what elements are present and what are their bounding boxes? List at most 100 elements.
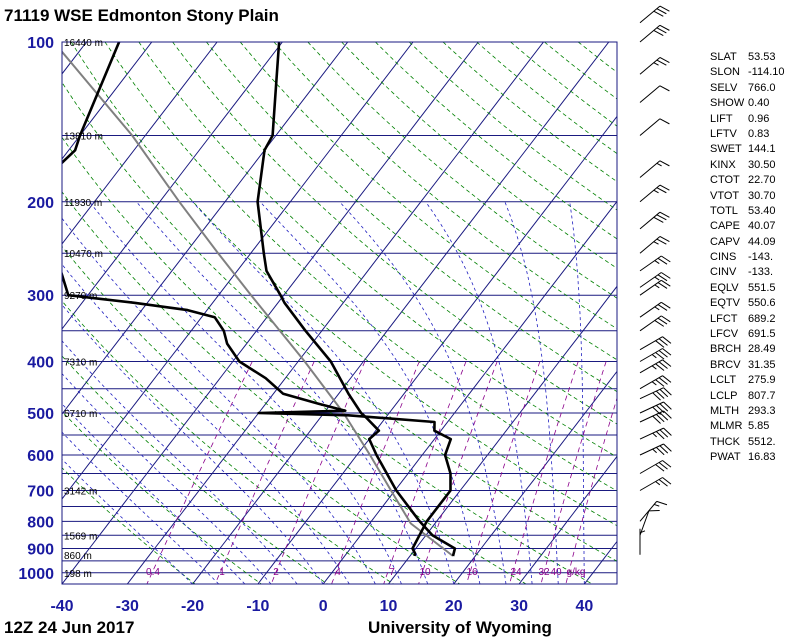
moist-adiabat [89, 201, 402, 584]
barb-flag [653, 216, 664, 223]
mixing-ratio-line [146, 361, 253, 584]
barb-flag [655, 352, 665, 360]
barb-half-flag [651, 381, 657, 386]
index-value: 30.70 [748, 189, 776, 202]
isotherm-line [62, 42, 283, 330]
index-value: 144.1 [748, 143, 776, 156]
barb-half-flag [653, 503, 660, 507]
index-key: MLTH [710, 404, 740, 417]
index-key: PWAT [710, 451, 741, 464]
index-row: LFTV 0.83 [710, 127, 798, 142]
barb-flag [662, 460, 672, 468]
wind-barb [639, 427, 672, 440]
index-value: 766.0 [748, 81, 776, 94]
plot-frame [61, 41, 618, 585]
index-key: BRCV [710, 358, 741, 371]
dry-adiabat [62, 81, 617, 562]
source-credit: University of Wyoming [368, 618, 552, 637]
mixing-ratio-line [466, 361, 541, 584]
barb-flag [658, 462, 668, 470]
barb-flag [655, 414, 665, 423]
moist-adiabat [425, 201, 533, 584]
barb-flag [656, 214, 667, 221]
isotherm-line [453, 370, 617, 584]
barb-flag [658, 479, 668, 487]
barb-flag [648, 510, 660, 512]
barb-flag [656, 238, 667, 245]
temperature-trace [256, 42, 457, 557]
pressure-tick-label: 500 [27, 406, 54, 423]
barb-flag [656, 27, 667, 34]
barb-staff [639, 315, 662, 332]
index-row: LIFT 0.96 [710, 112, 798, 127]
barb-flag [662, 477, 672, 485]
mixing-ratio-line [565, 396, 617, 584]
barb-staff [639, 211, 661, 230]
barb-flag [663, 387, 672, 396]
isotherm-line [257, 115, 617, 584]
barb-staff [639, 301, 662, 318]
dry-adiabat [70, 42, 617, 527]
barb-flag [655, 390, 665, 399]
dry-adiabat [62, 300, 394, 584]
barb-flag [656, 8, 667, 15]
wind-barb [639, 57, 670, 75]
wind-barb [639, 410, 672, 424]
barb-staff [639, 272, 662, 288]
index-row: LFCV 691.5 [710, 327, 798, 342]
pressure-tick-label: 900 [27, 542, 54, 559]
barb-half-flag [656, 162, 662, 167]
wind-barb [639, 401, 672, 415]
temperature-tick-label: 20 [445, 598, 463, 615]
barb-staff [639, 24, 661, 43]
barb-staff [639, 477, 663, 491]
barb-flag [662, 336, 672, 344]
barb-flag [656, 500, 668, 506]
mixing-ratio-label: 32 [538, 567, 550, 578]
temperature-tick-label: -20 [181, 598, 204, 615]
mixing-ratio-label: 24 [510, 567, 522, 578]
index-row: SELV 766.0 [710, 81, 798, 96]
index-key: KINX [710, 158, 736, 171]
isotherm-line [62, 42, 414, 500]
barb-flag [663, 427, 672, 436]
index-row: EQLV 551.5 [710, 281, 798, 296]
index-row: LCLT 275.9 [710, 373, 798, 388]
barb-flag [655, 447, 665, 456]
height-label: 13810 m [64, 132, 103, 143]
barb-flag [652, 415, 661, 424]
wind-barb [639, 85, 670, 103]
mixing-ratio-label: 0.4 [146, 567, 160, 578]
barb-flag [662, 375, 672, 383]
barb-half-flag [653, 241, 659, 245]
index-row: SHOW 0.40 [710, 96, 798, 111]
wind-barb [639, 279, 671, 296]
index-row: TOTL 53.40 [710, 204, 798, 219]
barb-flag [655, 405, 665, 414]
index-value: 5512. [748, 435, 776, 448]
dry-adiabat [138, 42, 617, 458]
barb-flag [659, 429, 669, 438]
barb-flag [653, 29, 664, 36]
chart-title: 71119 WSE Edmonton Stony Plain [4, 6, 279, 25]
barb-half-flag [653, 62, 659, 66]
height-label: 1569 m [64, 531, 97, 542]
barb-flag [659, 5, 670, 12]
barb-flag [659, 85, 670, 92]
barb-flag [655, 379, 665, 387]
wind-barb [639, 500, 668, 522]
index-row: MLTH 293.3 [710, 404, 798, 419]
mixing-ratio-line [331, 361, 420, 584]
dry-adiabat [62, 410, 262, 584]
barb-half-flag [655, 481, 661, 486]
isotherm-line [322, 200, 617, 584]
barb-flag [652, 406, 661, 415]
barb-staff [639, 348, 663, 362]
barb-flag [663, 410, 672, 419]
barb-staff [639, 410, 664, 423]
height-label: 16440 m [64, 38, 103, 49]
wind-barb [639, 477, 672, 491]
barb-flag [659, 57, 670, 64]
index-value: -143. [748, 251, 774, 264]
